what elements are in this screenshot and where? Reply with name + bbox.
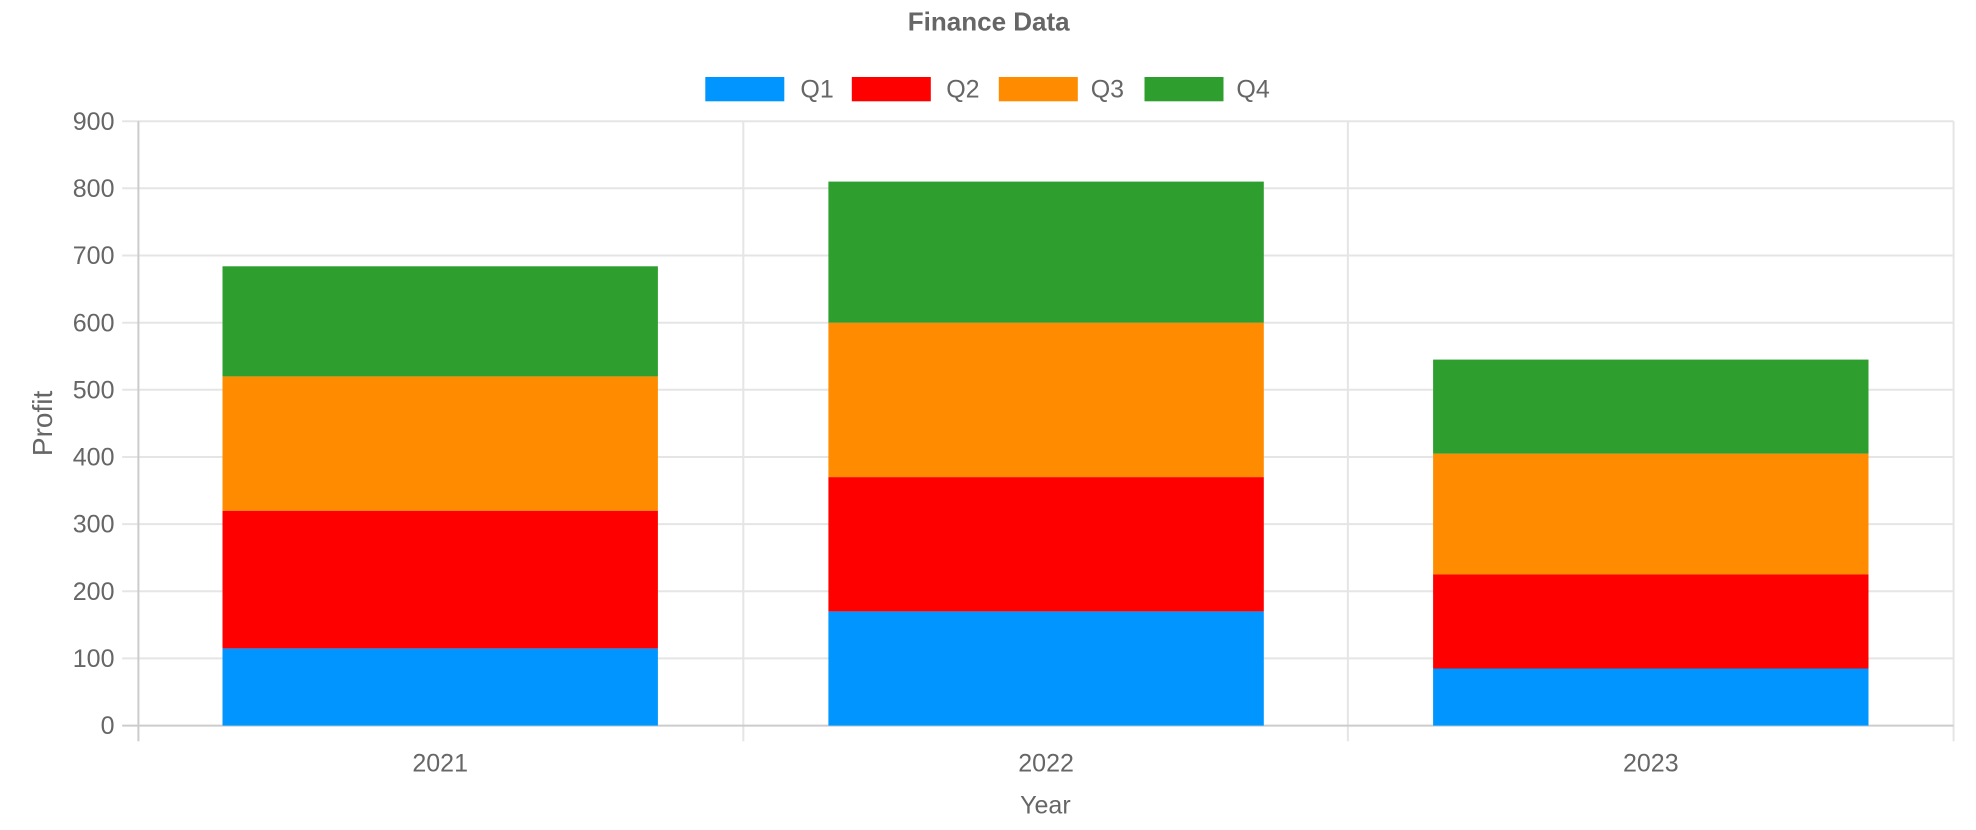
svg-text:500: 500 — [73, 376, 115, 404]
svg-text:400: 400 — [73, 444, 115, 472]
svg-text:800: 800 — [73, 175, 115, 203]
svg-text:Year: Year — [1020, 791, 1071, 819]
svg-text:700: 700 — [73, 242, 115, 270]
svg-text:Q2: Q2 — [946, 76, 979, 104]
svg-text:0: 0 — [101, 712, 115, 740]
svg-text:2022: 2022 — [1018, 749, 1074, 777]
svg-text:2023: 2023 — [1623, 749, 1679, 777]
svg-text:Q4: Q4 — [1236, 76, 1269, 104]
svg-text:300: 300 — [73, 511, 115, 539]
svg-text:900: 900 — [73, 108, 115, 136]
svg-text:Q1: Q1 — [800, 76, 833, 104]
svg-text:Finance Data: Finance Data — [908, 7, 1070, 37]
svg-text:Q3: Q3 — [1091, 76, 1124, 104]
svg-text:100: 100 — [73, 645, 115, 673]
svg-text:600: 600 — [73, 309, 115, 337]
svg-text:200: 200 — [73, 578, 115, 606]
svg-text:2021: 2021 — [412, 749, 468, 777]
svg-text:Profit: Profit — [27, 391, 58, 457]
